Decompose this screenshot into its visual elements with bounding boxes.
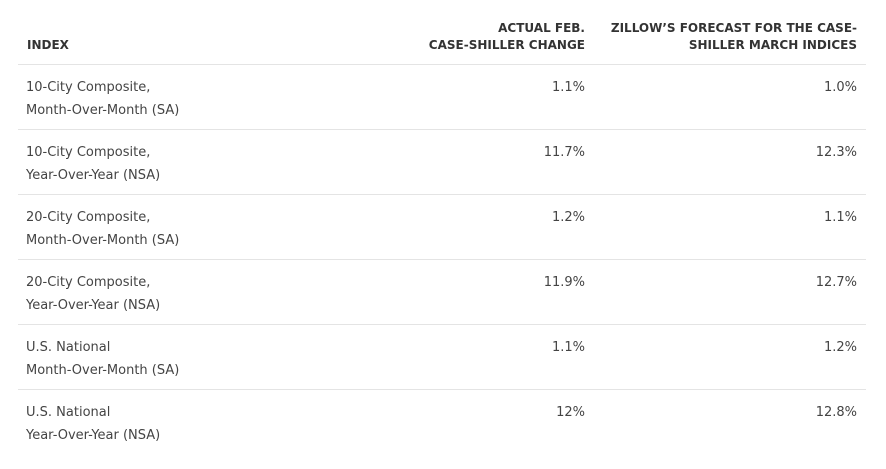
cell-text: 12.8%: [815, 404, 857, 420]
table-row: 10-City Composite, Month-Over-Month (SA) 1…: [18, 63, 866, 129]
value-cell: 1.0%: [594, 63, 866, 129]
header-row: INDEX ACTUAL FEB. CASE-SHILLER CHANGE ZILLO…: [18, 0, 866, 64]
value-cell: 1.2%: [594, 323, 866, 389]
table-head: INDEX ACTUAL FEB. CASE-SHILLER CHANGE ZILLO…: [18, 0, 866, 64]
value-cell: 1.1%: [594, 193, 866, 259]
column-header: INDEX: [18, 0, 400, 64]
cell-text: Month-Over-Month (SA): [26, 362, 180, 378]
data-table: INDEX ACTUAL FEB. CASE-SHILLER CHANGE ZILLO…: [18, 0, 866, 454]
cell-text: 12%: [556, 404, 585, 420]
cell-text: U.S. National: [26, 404, 111, 420]
cell-text: 20-City Composite,: [26, 274, 151, 290]
header-text: ACTUAL FEB.: [498, 20, 585, 35]
table-row: U.S. National Month-Over-Month (SA) 1.1% 1.…: [18, 323, 866, 389]
cell-text: U.S. National: [26, 339, 111, 355]
cell-text: 1.1%: [823, 209, 857, 225]
index-cell: 20-City Composite, Year-Over-Year (NSA): [18, 258, 400, 324]
cell-text: 1.1%: [551, 79, 585, 95]
cell-text: 1.2%: [823, 339, 857, 355]
table-row: U.S. National Year-Over-Year (NSA) 12% 12.8…: [18, 388, 866, 454]
cell-text: 12.3%: [815, 144, 857, 160]
table-row: 20-City Composite, Month-Over-Month (SA) 1…: [18, 193, 866, 259]
value-cell: 11.9%: [400, 258, 594, 324]
table-body: 10-City Composite, Month-Over-Month (SA) 1…: [18, 63, 866, 454]
index-cell: 20-City Composite, Month-Over-Month (SA): [18, 193, 400, 259]
cell-text: Month-Over-Month (SA): [26, 102, 180, 118]
cell-text: 10-City Composite,: [26, 79, 151, 95]
value-cell: 12.8%: [594, 388, 866, 454]
column-header: ZILLOW’S FORECAST FOR THE CASE- SHILLER M…: [594, 0, 866, 64]
header-text: INDEX: [27, 37, 69, 52]
value-cell: 12.7%: [594, 258, 866, 324]
column-header: ACTUAL FEB. CASE-SHILLER CHANGE: [400, 0, 594, 64]
value-cell: 12%: [400, 388, 594, 454]
cell-text: 12.7%: [815, 274, 857, 290]
value-cell: 12.3%: [594, 128, 866, 194]
value-cell: 11.7%: [400, 128, 594, 194]
cell-text: 10-City Composite,: [26, 144, 151, 160]
cell-text: Year-Over-Year (NSA): [26, 427, 161, 443]
table-row: 20-City Composite, Year-Over-Year (NSA) 11…: [18, 258, 866, 324]
cell-text: Month-Over-Month (SA): [26, 232, 180, 248]
cell-text: 11.7%: [543, 144, 585, 160]
cell-text: Year-Over-Year (NSA): [26, 297, 161, 313]
index-cell: 10-City Composite, Month-Over-Month (SA): [18, 63, 400, 129]
value-cell: 1.1%: [400, 63, 594, 129]
index-cell: 10-City Composite, Year-Over-Year (NSA): [18, 128, 400, 194]
table-row: 10-City Composite, Year-Over-Year (NSA) 11…: [18, 128, 866, 194]
index-cell: U.S. National Year-Over-Year (NSA): [18, 388, 400, 454]
cell-text: 11.9%: [543, 274, 585, 290]
header-text: SHILLER MARCH INDICES: [688, 37, 857, 52]
cell-text: 1.0%: [823, 79, 857, 95]
cell-text: 1.2%: [551, 209, 585, 225]
cell-text: 1.1%: [551, 339, 585, 355]
cell-text: 20-City Composite,: [26, 209, 151, 225]
header-text: CASE-SHILLER CHANGE: [428, 37, 585, 52]
header-text: ZILLOW’S FORECAST FOR THE CASE-: [610, 20, 857, 35]
value-cell: 1.1%: [400, 323, 594, 389]
value-cell: 1.2%: [400, 193, 594, 259]
cell-text: Year-Over-Year (NSA): [26, 167, 161, 183]
index-cell: U.S. National Month-Over-Month (SA): [18, 323, 400, 389]
